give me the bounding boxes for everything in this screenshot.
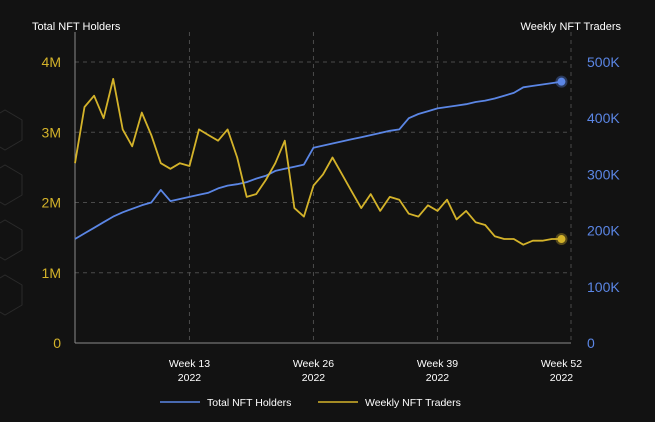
x-tick-year-label: 2022 — [302, 372, 326, 384]
right-tick-label: 0 — [587, 335, 595, 351]
x-tick-year-label: 2022 — [426, 372, 450, 384]
x-tick-label: Week 13 — [169, 358, 210, 370]
legend-label-holders: Total NFT Holders — [207, 397, 291, 409]
x-tick-label: Week 26 — [293, 358, 334, 370]
x-tick-year-label: 2022 — [550, 372, 574, 384]
x-tick-label: Week 39 — [417, 358, 458, 370]
right-axis-title: Weekly NFT Traders — [521, 21, 622, 33]
left-tick-label: 4M — [42, 54, 61, 70]
left-axis-title: Total NFT Holders — [32, 21, 121, 33]
decorative-hexagon-pattern — [0, 109, 23, 316]
left-tick-label: 0 — [53, 335, 61, 351]
endpoint-marker-traders — [557, 235, 566, 244]
axes: 0 1M 2M 3M 4M 0 100K 200K 300K 400K 500K Week 13 202… — [42, 32, 620, 384]
right-tick-label: 100K — [587, 279, 620, 295]
grid — [75, 32, 571, 343]
series-group — [74, 75, 568, 246]
right-tick-label: 200K — [587, 223, 620, 239]
right-tick-label: 500K — [587, 54, 620, 70]
left-tick-label: 2M — [42, 195, 61, 211]
left-tick-label: 3M — [42, 124, 61, 140]
x-tick-year-label: 2022 — [178, 372, 202, 384]
x-tick-label: Week 52 — [541, 358, 582, 370]
left-tick-label: 1M — [42, 265, 61, 281]
right-tick-label: 400K — [587, 110, 620, 126]
endpoint-marker-holders — [557, 77, 566, 86]
series-line-traders — [74, 78, 562, 246]
right-tick-label: 300K — [587, 166, 620, 182]
series-line-holders — [74, 80, 562, 240]
legend: Total NFT Holders Weekly NFT Traders — [160, 397, 461, 409]
legend-label-traders: Weekly NFT Traders — [365, 397, 461, 409]
